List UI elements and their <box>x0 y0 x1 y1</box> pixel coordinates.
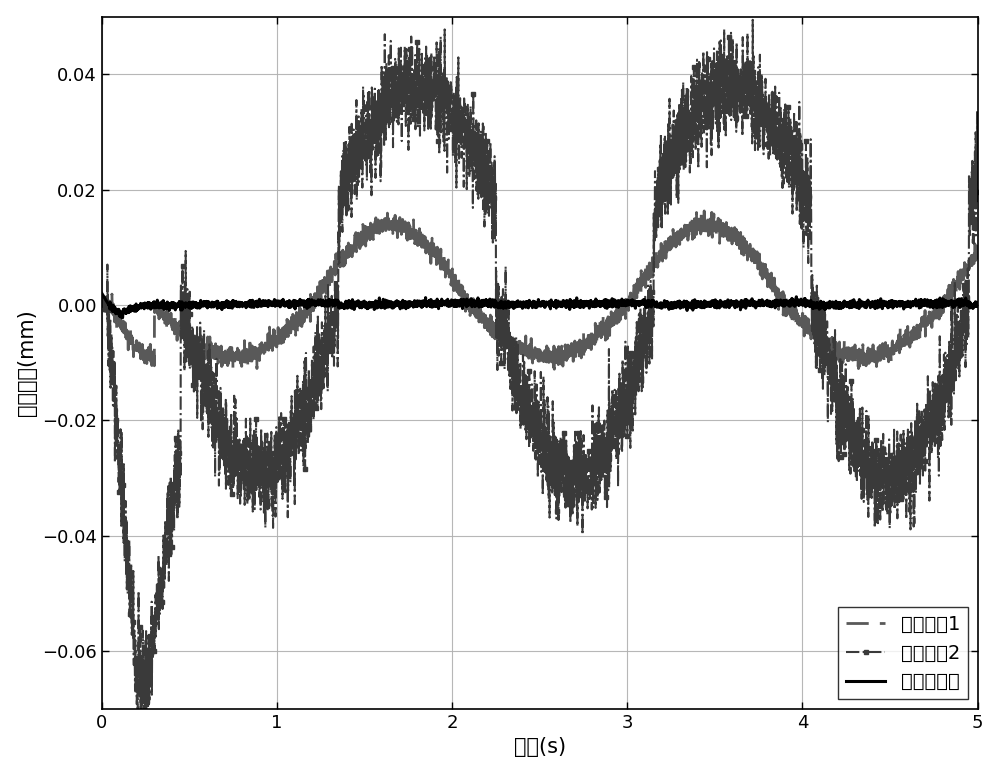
传统方法1 <box>96 301 108 310</box>
本发明方法 <box>519 300 531 310</box>
传统方法1 <box>702 215 714 224</box>
传统方法1 <box>548 365 560 374</box>
传统方法1 <box>972 238 984 248</box>
本发明方法 <box>702 298 714 307</box>
传统方法2 <box>142 748 154 757</box>
传统方法1 <box>909 326 921 335</box>
本发明方法 <box>972 300 984 310</box>
本发明方法 <box>268 297 280 307</box>
传统方法2 <box>747 15 759 25</box>
传统方法1 <box>914 321 926 330</box>
传统方法2 <box>96 298 108 307</box>
X-axis label: 时间(s): 时间(s) <box>514 738 566 757</box>
传统方法2 <box>909 434 921 444</box>
Line: 传统方法2: 传统方法2 <box>100 18 980 755</box>
本发明方法 <box>116 313 128 323</box>
本发明方法 <box>914 299 926 308</box>
Line: 传统方法1: 传统方法1 <box>102 211 978 369</box>
传统方法2 <box>702 94 714 103</box>
传统方法1 <box>886 344 898 354</box>
本发明方法 <box>886 301 898 310</box>
传统方法2 <box>519 389 531 398</box>
传统方法2 <box>972 187 984 197</box>
传统方法2 <box>268 449 280 458</box>
传统方法1 <box>698 207 710 216</box>
Legend: 传统方法1, 传统方法2, 本发明方法: 传统方法1, 传统方法2, 本发明方法 <box>838 607 968 699</box>
传统方法1 <box>267 332 279 341</box>
本发明方法 <box>96 289 108 298</box>
本发明方法 <box>908 300 920 309</box>
传统方法1 <box>519 341 531 351</box>
传统方法2 <box>914 423 926 433</box>
Line: 本发明方法: 本发明方法 <box>102 293 978 318</box>
传统方法2 <box>886 449 898 458</box>
Y-axis label: 跟踪误差(mm): 跟踪误差(mm) <box>17 310 37 416</box>
